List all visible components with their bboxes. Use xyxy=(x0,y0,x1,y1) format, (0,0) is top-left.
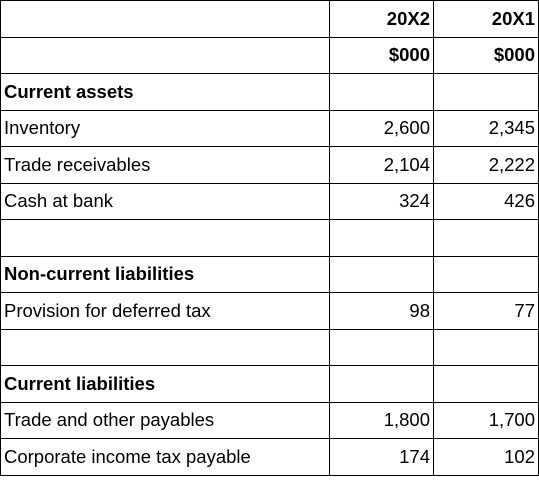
empty-cell xyxy=(433,365,539,403)
value-20X1: 102 xyxy=(433,438,539,476)
header-unit-row: $000 $000 xyxy=(0,36,539,74)
empty-cell xyxy=(329,255,434,293)
unit-header-20X2: $000 xyxy=(329,36,434,74)
empty-cell xyxy=(329,365,434,403)
section-row-non-current-liabilities: Non-current liabilities xyxy=(0,255,539,293)
value-20X1: 2,222 xyxy=(433,146,539,184)
value-20X1: 1,700 xyxy=(433,401,539,439)
table-row: Provision for deferred tax 98 77 xyxy=(0,292,539,330)
table-row: Corporate income tax payable 174 102 xyxy=(0,438,539,476)
year-header-20X1: 20X1 xyxy=(433,0,539,38)
value-20X2: 2,104 xyxy=(329,146,434,184)
empty-cell xyxy=(433,255,539,293)
row-label: Provision for deferred tax xyxy=(0,292,330,330)
value-20X2: 1,800 xyxy=(329,401,434,439)
empty-cell xyxy=(0,328,330,366)
header-year-row: 20X2 20X1 xyxy=(0,0,539,38)
empty-cell xyxy=(329,219,434,257)
row-label: Trade receivables xyxy=(0,146,330,184)
empty-cell xyxy=(0,219,330,257)
unit-label-cell xyxy=(0,36,330,74)
unit-header-20X1: $000 xyxy=(433,36,539,74)
section-row-current-liabilities: Current liabilities xyxy=(0,365,539,403)
value-20X2: 2,600 xyxy=(329,109,434,147)
value-20X2: 98 xyxy=(329,292,434,330)
empty-cell xyxy=(433,328,539,366)
section-heading: Non-current liabilities xyxy=(0,255,330,293)
row-label: Trade and other payables xyxy=(0,401,330,439)
table-row: Trade and other payables 1,800 1,700 xyxy=(0,401,539,439)
row-label: Cash at bank xyxy=(0,182,330,220)
section-heading: Current liabilities xyxy=(0,365,330,403)
value-20X2: 324 xyxy=(329,182,434,220)
section-row-current-assets: Current assets xyxy=(0,73,539,111)
value-20X1: 77 xyxy=(433,292,539,330)
table-row: Cash at bank 324 426 xyxy=(0,182,539,220)
header-label-cell xyxy=(0,0,330,38)
year-header-20X2: 20X2 xyxy=(329,0,434,38)
table-row: Inventory 2,600 2,345 xyxy=(0,109,539,147)
empty-cell xyxy=(329,328,434,366)
row-label: Corporate income tax payable xyxy=(0,438,330,476)
value-20X1: 426 xyxy=(433,182,539,220)
empty-cell xyxy=(433,219,539,257)
value-20X2: 174 xyxy=(329,438,434,476)
row-label: Inventory xyxy=(0,109,330,147)
value-20X1: 2,345 xyxy=(433,109,539,147)
section-heading: Current assets xyxy=(0,73,330,111)
table-row: Trade receivables 2,104 2,222 xyxy=(0,146,539,184)
blank-row xyxy=(0,219,539,257)
financial-table: 20X2 20X1 $000 $000 Current assets Inven… xyxy=(0,0,539,476)
empty-cell xyxy=(433,73,539,111)
blank-row xyxy=(0,328,539,366)
empty-cell xyxy=(329,73,434,111)
